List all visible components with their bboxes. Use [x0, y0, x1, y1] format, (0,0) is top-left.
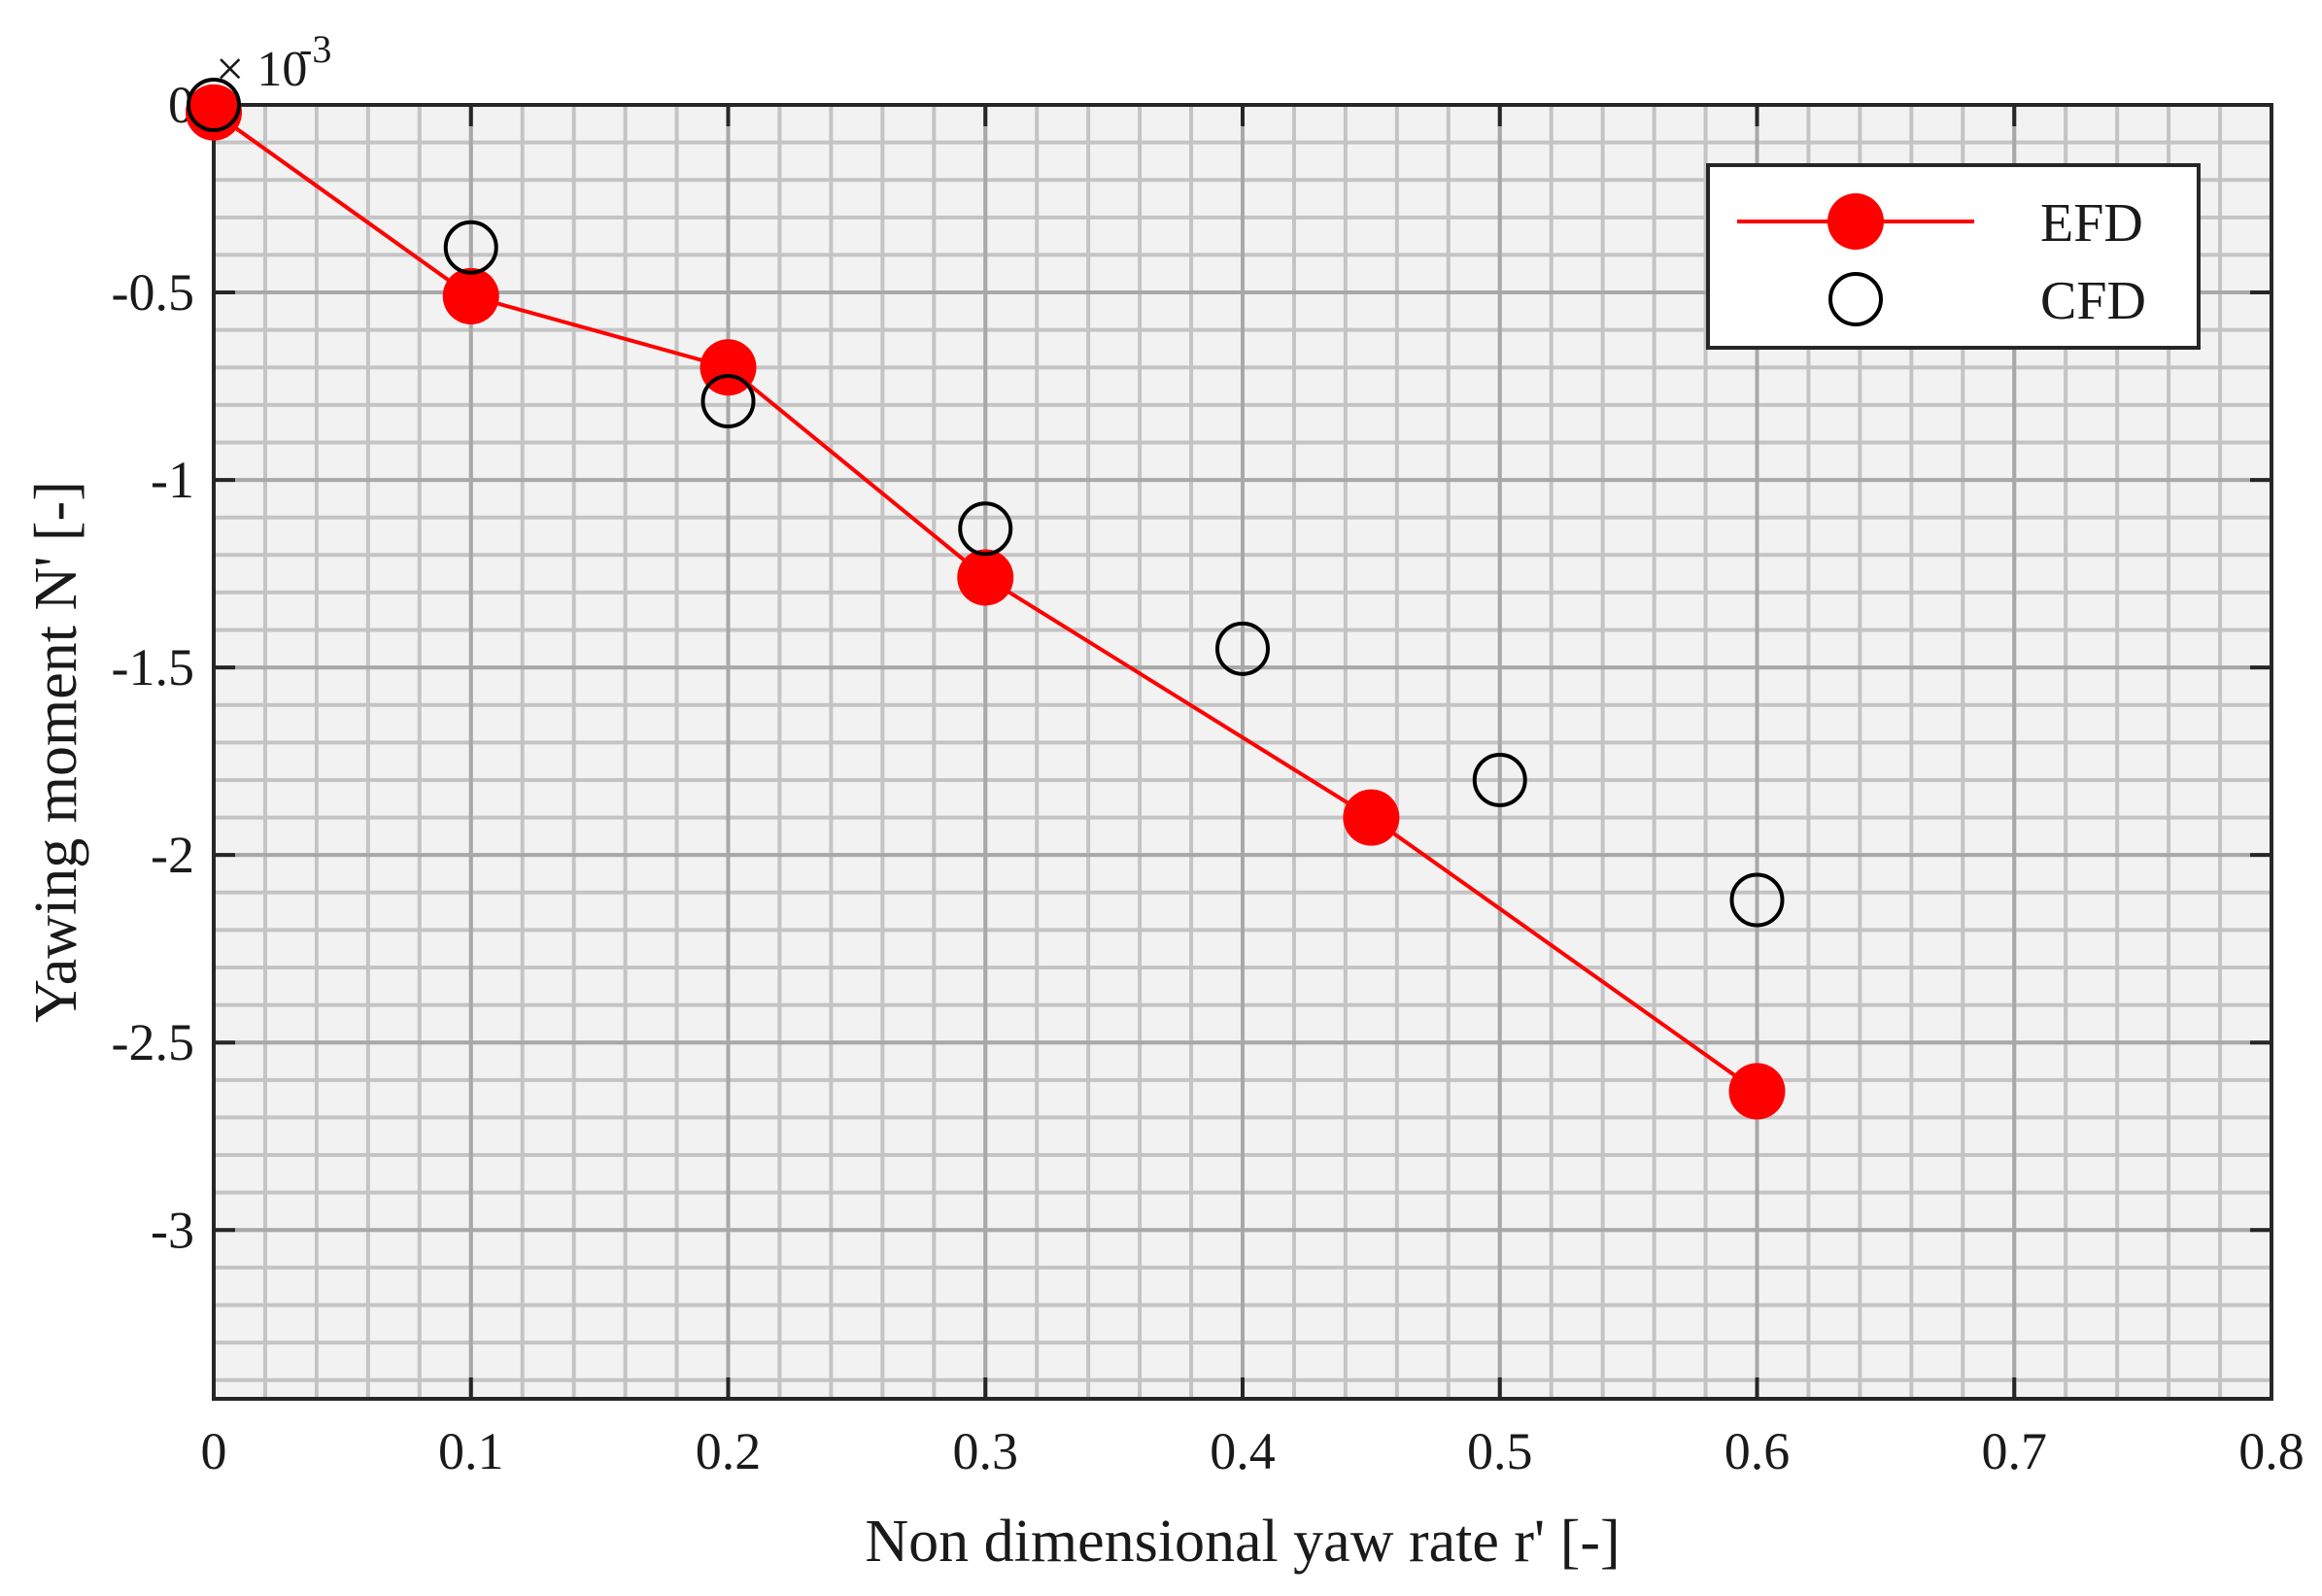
cfd-data-point [1472, 752, 1527, 807]
axis-ticks [212, 103, 2273, 1399]
x-tick-label: 0.5 [1467, 1422, 1533, 1480]
y-multiplier-label: × 10 [216, 42, 307, 97]
plot-area-border [212, 103, 2273, 1401]
efd-data-point [442, 267, 499, 324]
x-tick-label: 0.3 [953, 1422, 1019, 1480]
x-tick-label: 0.6 [1724, 1422, 1791, 1480]
y-tick-label: -1.5 [112, 638, 194, 696]
series-layer [186, 78, 1786, 1120]
x-tick-labels: 0 0.1 0.2 0.3 0.4 0.5 0.6 0.7 0.8 [201, 1422, 2305, 1480]
cfd-data-point [958, 501, 1013, 557]
x-tick-label: 0 [201, 1422, 227, 1480]
efd-data-point [1728, 1063, 1786, 1120]
y-tick-label: -1 [151, 451, 194, 509]
legend: EFD CFD [1706, 163, 2201, 350]
x-tick-label: 0.4 [1210, 1422, 1276, 1480]
legend-box [1706, 163, 2201, 350]
y-tick-label: -2 [151, 826, 194, 884]
legend-efd-label: EFD [2040, 193, 2143, 254]
cfd-data-point [1729, 872, 1785, 928]
x-tick-label: 0.2 [696, 1422, 762, 1480]
y-tick-label: -3 [151, 1201, 194, 1259]
cfd-data-point [187, 78, 241, 132]
legend-cfd-label: CFD [2040, 271, 2146, 331]
efd-data-point [957, 549, 1014, 606]
x-tick-label: 0.1 [438, 1422, 504, 1480]
efd-series-line [212, 111, 1759, 1094]
y-axis-title: Yawing moment N' [-] [23, 481, 89, 1023]
legend-cfd-marker [1828, 272, 1883, 326]
y-tick-labels: 0-0.5-1-1.5-2-2.5-3 [112, 76, 194, 1259]
y-multiplier-exponent: -3 [299, 27, 331, 71]
efd-data-point [1343, 789, 1400, 846]
x-tick-label: 0.8 [2238, 1422, 2305, 1480]
legend-efd-marker [1827, 193, 1884, 250]
x-tick-label: 0.7 [1982, 1422, 2048, 1480]
y-tick-label: -0.5 [112, 263, 194, 322]
cfd-data-point [443, 220, 498, 275]
y-tick-label: -2.5 [112, 1013, 194, 1071]
cfd-data-point [1215, 621, 1270, 676]
cfd-data-point [700, 374, 756, 429]
x-axis-title: Non dimensional yaw rate r' [-] [865, 1509, 1620, 1575]
